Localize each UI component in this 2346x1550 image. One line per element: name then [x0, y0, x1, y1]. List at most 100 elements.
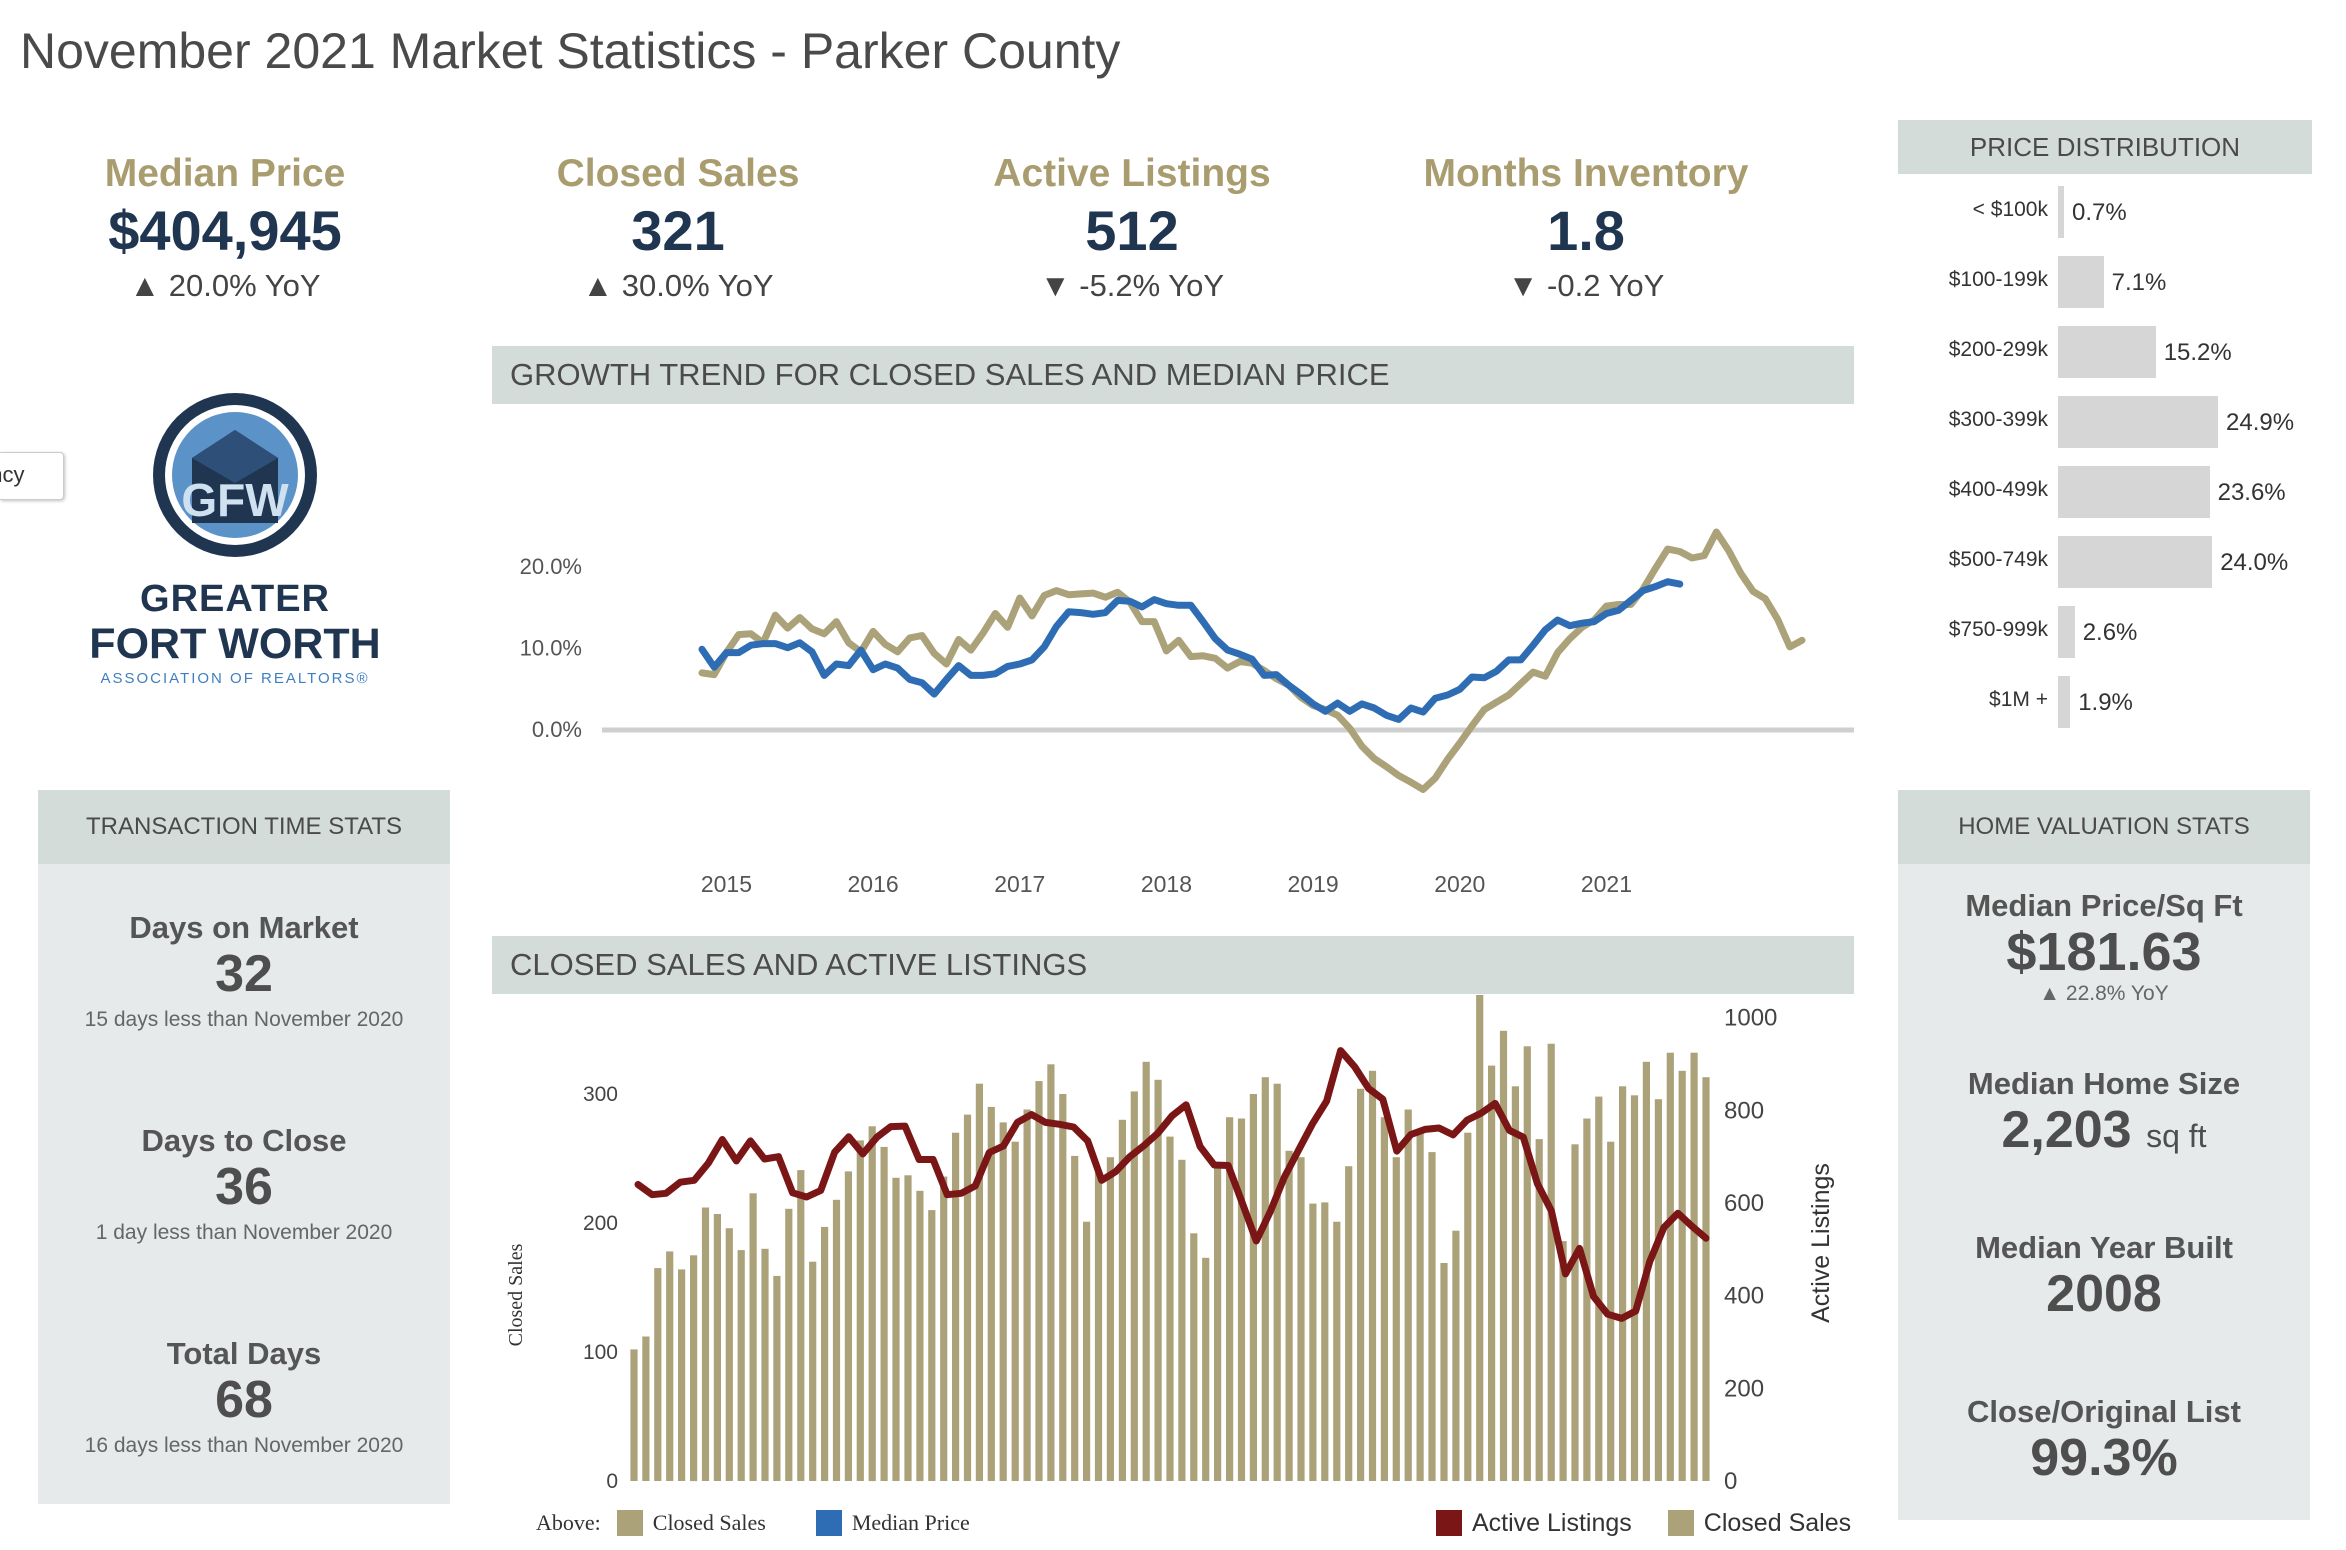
bar-closed-sales [1023, 1109, 1031, 1481]
price-row-label: < $100k [1972, 198, 2048, 221]
x-tick-label: 2015 [701, 871, 752, 897]
y-tick-label: 10.0% [520, 636, 582, 661]
bar-closed-sales [1583, 1118, 1591, 1481]
home-valuation-panel: HOME VALUATION STATS Median Price/Sq Ft … [1898, 790, 2310, 1520]
side-tab[interactable]: ency [0, 452, 64, 500]
stat-unit: sq ft [2146, 1118, 2207, 1154]
stat-label: Days on Market [129, 910, 359, 945]
bar-closed-sales [868, 1126, 876, 1482]
x-tick-label: 2020 [1434, 871, 1485, 897]
bar-closed-sales [1511, 1086, 1519, 1481]
kpi-value: $404,945 [108, 199, 342, 262]
bar-closed-sales [1094, 1172, 1103, 1481]
bar-closed-sales [1440, 1263, 1448, 1481]
stat-sub: 16 days less than November 2020 [84, 1434, 404, 1457]
kpi-label: Median Price [104, 152, 346, 195]
bar-closed-sales [928, 1210, 936, 1481]
bar-closed-sales [1011, 1141, 1019, 1481]
price-row-value: 2.6% [2082, 619, 2138, 646]
price-row: $100-199k 7.1% [1898, 256, 2346, 312]
kpi-label: Active Listings [993, 152, 1271, 195]
bar-closed-sales [1380, 1117, 1388, 1481]
bar-closed-sales [666, 1251, 674, 1481]
legend-below: Active Listings Closed Sales [1436, 1506, 1851, 1540]
y-tick-label: 0 [606, 1470, 618, 1493]
price-row-label: $1M + [1989, 688, 2048, 711]
bar-closed-sales [1333, 1221, 1341, 1481]
kpi-label: Closed Sales [556, 152, 800, 195]
price-row-label: $500-749k [1948, 548, 2048, 571]
logo-line3: ASSOCIATION OF REALTORS® [100, 670, 370, 687]
price-row: $1M + 1.9% [1898, 676, 2346, 732]
stat-days-to-close: Days to Close 36 1 day less than Novembe… [38, 1123, 450, 1245]
legend-above-label: Above: [536, 1510, 601, 1535]
series-line-active-listings [634, 1047, 1710, 1322]
bar-closed-sales [642, 1336, 650, 1481]
legend-swatch-closed-sales [616, 1510, 643, 1536]
bar-closed-sales [916, 1190, 924, 1482]
y2-tick-label: 600 [1724, 1190, 1764, 1217]
bar-closed-sales [952, 1132, 960, 1481]
bar-closed-sales [1237, 1118, 1246, 1481]
bar-closed-sales [1678, 1070, 1686, 1481]
legend-swatch-median-price [815, 1510, 842, 1536]
bar-closed-sales [773, 1275, 781, 1481]
bar-closed-sales [725, 1228, 733, 1481]
bar-closed-sales [1142, 1061, 1150, 1482]
price-row-value: 1.9% [2078, 689, 2133, 716]
bar-closed-sales [1666, 1052, 1674, 1481]
bar-closed-sales [1214, 1164, 1222, 1481]
stat-price-per-sqft: Median Price/Sq Ft $181.63 ▲ 22.8% YoY [1898, 888, 2310, 1006]
price-row: $400-499k 23.6% [1898, 466, 2346, 522]
bar-closed-sales [1190, 1233, 1198, 1481]
bar-closed-sales [1619, 1086, 1627, 1481]
bar-closed-sales [1309, 1203, 1317, 1481]
bar-closed-sales [856, 1140, 864, 1481]
kpi-yoy: ▲ 30.0% YoY [582, 268, 774, 303]
stat-label: Median Year Built [1975, 1230, 2233, 1265]
kpi-median-price: Median Price $404,945 ▲ 20.0% YoY [15, 152, 435, 304]
y2-tick-label: 1000 [1724, 1005, 1777, 1032]
bar-closed-sales [785, 1208, 793, 1481]
y2-tick-label: 800 [1724, 1097, 1764, 1124]
page-title: November 2021 Market Statistics - Parker… [20, 23, 1121, 79]
y2-axis-title: Active Listings [1807, 1163, 1835, 1323]
bar-closed-sales [761, 1248, 769, 1481]
sales-chart-header: CLOSED SALES AND ACTIVE LISTINGS [492, 936, 1854, 994]
bar-closed-sales [963, 1114, 972, 1481]
legend-item: Median Price [851, 1510, 970, 1535]
kpi-closed-sales: Closed Sales 321 ▲ 30.0% YoY [468, 152, 888, 304]
bar-closed-sales [1571, 1144, 1579, 1481]
bar-closed-sales [880, 1146, 888, 1481]
bar-closed-sales [1226, 1117, 1234, 1481]
series-line-median-price [698, 578, 1684, 723]
price-row-value: 0.7% [2072, 199, 2127, 226]
stat-sub: 1 day less than November 2020 [95, 1221, 393, 1244]
stat-year-built: Median Year Built 2008 [1898, 1230, 2310, 1322]
bar-closed-sales [1404, 1109, 1412, 1481]
bar-closed-sales [654, 1268, 662, 1481]
price-row-value: 24.9% [2226, 409, 2295, 436]
logo-mark: GFW [153, 393, 317, 557]
bar-closed-sales [821, 1226, 829, 1481]
sales-listings-chart: Closed Sales Active Listings 0 100 200 300 0 20… [505, 995, 1835, 1495]
legend-above: Above: Closed Sales Median Price [536, 1506, 970, 1540]
bar-closed-sales [1595, 1096, 1603, 1481]
bar-closed-sales [1047, 1064, 1055, 1481]
stat-close-original-list: Close/Original List 99.3% [1898, 1394, 2310, 1486]
price-row-bar [2058, 326, 2156, 378]
y-tick-label: 100 [583, 1341, 618, 1364]
stat-value: 2,203 sq ft [1898, 1102, 2310, 1164]
price-row-bar [2058, 396, 2218, 448]
bar-closed-sales [1166, 1136, 1174, 1481]
price-row-bar [2058, 466, 2210, 518]
price-row: $300-399k 24.9% [1898, 396, 2346, 452]
bar-closed-sales [1368, 1070, 1377, 1481]
bar-closed-sales [1321, 1202, 1329, 1481]
bar-closed-sales [1178, 1159, 1186, 1481]
stat-label: Days to Close [141, 1123, 347, 1158]
price-row-value: 24.0% [2220, 549, 2289, 576]
bar-closed-sales [1035, 1081, 1043, 1481]
y-tick-label: 200 [583, 1212, 618, 1235]
y-tick-label: 0.0% [532, 717, 582, 742]
